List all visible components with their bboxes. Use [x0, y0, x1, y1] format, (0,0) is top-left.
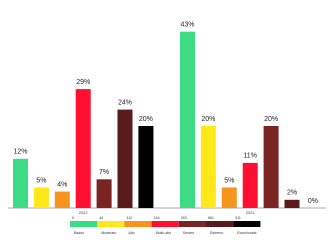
- legend-label: Severo: [183, 231, 194, 235]
- value-label: 24%: [118, 99, 132, 106]
- legend-threshold: 911: [235, 216, 241, 220]
- legend-threshold: 661: [208, 216, 214, 220]
- legend-threshold: 112: [126, 216, 132, 220]
- group-label: 2022: [79, 210, 89, 215]
- value-label: 5%: [224, 177, 234, 184]
- bar: [96, 179, 112, 208]
- legend-label: Estremo: [210, 231, 223, 235]
- value-label: 20%: [201, 116, 215, 123]
- legend-swatch: [151, 221, 179, 227]
- bar: [13, 158, 28, 208]
- value-label: 7%: [99, 169, 109, 176]
- legend-swatch: [97, 221, 125, 227]
- legend-swatch: [124, 221, 152, 227]
- legend-threshold: 393: [181, 216, 187, 220]
- value-label: 43%: [180, 22, 194, 29]
- bar: [180, 31, 195, 209]
- legend-label: Moderato: [101, 231, 116, 235]
- value-label: 29%: [76, 79, 90, 86]
- bar: [75, 89, 91, 208]
- legend-label: Eccezionale: [237, 231, 256, 235]
- value-label: 4%: [57, 181, 67, 188]
- value-label: 11%: [243, 153, 257, 160]
- legend-swatch: [206, 221, 234, 227]
- legend-swatch: [70, 221, 98, 227]
- bar: [221, 187, 237, 208]
- value-label: 0%: [308, 198, 318, 205]
- bar: [284, 199, 300, 208]
- bar: [138, 126, 154, 208]
- legend-label: Molto alto: [156, 231, 172, 235]
- legend-swatch: [233, 221, 261, 227]
- legend-threshold: 44: [99, 216, 103, 220]
- legend-threshold: 244: [154, 216, 160, 220]
- value-label: 20%: [139, 116, 153, 123]
- bar: [54, 191, 70, 208]
- bar: [242, 162, 258, 208]
- bar: [33, 187, 49, 208]
- legend-label: Alto: [128, 231, 134, 235]
- legend-threshold: 0: [72, 216, 74, 220]
- value-label: 2%: [287, 190, 297, 197]
- bar: [117, 109, 133, 208]
- legend-swatch: [178, 221, 206, 227]
- bar: [200, 126, 216, 208]
- value-label: 5%: [36, 177, 46, 184]
- group-label: 2021: [246, 210, 256, 215]
- value-label: 20%: [264, 116, 278, 123]
- legend-label: Basso: [74, 231, 84, 235]
- bar: [263, 126, 279, 208]
- value-label: 12%: [13, 149, 27, 156]
